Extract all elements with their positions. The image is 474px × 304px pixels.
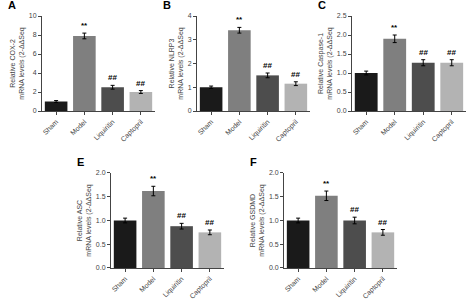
svg-text:0.5: 0.5 bbox=[269, 241, 279, 248]
svg-text:Sham: Sham bbox=[110, 275, 128, 293]
svg-text:0: 0 bbox=[33, 107, 37, 114]
svg-text:2: 2 bbox=[33, 88, 37, 95]
svg-text:##: ## bbox=[108, 73, 117, 82]
svg-text:##: ## bbox=[419, 48, 428, 57]
svg-text:1.0: 1.0 bbox=[337, 69, 347, 76]
svg-text:Captopril: Captopril bbox=[119, 118, 145, 144]
svg-text:B: B bbox=[163, 0, 171, 11]
svg-text:##: ## bbox=[350, 205, 359, 214]
svg-text:1.5: 1.5 bbox=[96, 193, 106, 200]
svg-text:Model: Model bbox=[69, 118, 88, 137]
svg-text:E: E bbox=[77, 156, 84, 168]
svg-text:0.5: 0.5 bbox=[96, 241, 106, 248]
svg-text:Liquiritin: Liquiritin bbox=[334, 275, 358, 299]
svg-text:Captopril: Captopril bbox=[430, 118, 456, 144]
svg-text:##: ## bbox=[263, 61, 272, 70]
svg-text:Relative NLRP3mRNA levels (2-Δ: Relative NLRP3mRNA levels (2-ΔΔSeq bbox=[168, 27, 185, 99]
svg-text:**: ** bbox=[391, 23, 398, 32]
svg-text:##: ## bbox=[291, 70, 300, 79]
svg-text:2.0: 2.0 bbox=[269, 169, 279, 176]
svg-text:Relative COX-2mRNA levels (2-Δ: Relative COX-2mRNA levels (2-ΔΔSeq bbox=[9, 27, 26, 99]
svg-text:2.5: 2.5 bbox=[337, 12, 347, 19]
svg-text:1.0: 1.0 bbox=[96, 217, 106, 224]
svg-text:**: ** bbox=[323, 179, 330, 188]
svg-text:1: 1 bbox=[188, 84, 192, 91]
svg-text:1.5: 1.5 bbox=[269, 193, 279, 200]
svg-text:4: 4 bbox=[33, 69, 37, 76]
svg-text:##: ## bbox=[177, 211, 186, 220]
svg-text:Sham: Sham bbox=[196, 118, 214, 136]
svg-text:Model: Model bbox=[311, 275, 330, 294]
svg-text:0.0: 0.0 bbox=[96, 264, 106, 271]
svg-text:6: 6 bbox=[33, 50, 37, 57]
svg-text:Sham: Sham bbox=[283, 275, 301, 293]
svg-text:##: ## bbox=[136, 79, 145, 88]
svg-text:3: 3 bbox=[188, 36, 192, 43]
svg-text:Sham: Sham bbox=[41, 118, 59, 136]
svg-text:1.5: 1.5 bbox=[337, 50, 347, 57]
svg-text:##: ## bbox=[378, 218, 387, 227]
svg-text:0.0: 0.0 bbox=[269, 264, 279, 271]
svg-text:F: F bbox=[250, 156, 257, 168]
svg-text:**: ** bbox=[236, 15, 243, 24]
svg-text:Sham: Sham bbox=[351, 118, 369, 136]
svg-text:##: ## bbox=[447, 48, 456, 57]
svg-text:Model: Model bbox=[224, 118, 243, 137]
svg-text:0: 0 bbox=[188, 107, 192, 114]
svg-text:10: 10 bbox=[29, 12, 37, 19]
svg-text:0.0: 0.0 bbox=[337, 107, 347, 114]
svg-text:1.0: 1.0 bbox=[269, 217, 279, 224]
svg-text:##: ## bbox=[205, 218, 214, 227]
svg-text:Relative ASCmRNA levels (2-ΔΔS: Relative ASCmRNA levels (2-ΔΔSeq bbox=[76, 184, 93, 256]
svg-text:Model: Model bbox=[138, 275, 157, 294]
svg-text:2: 2 bbox=[188, 60, 192, 67]
svg-text:C: C bbox=[318, 0, 326, 11]
svg-text:8: 8 bbox=[33, 31, 37, 38]
svg-text:Relative GSDMDmRNA levels (2-Δ: Relative GSDMDmRNA levels (2-ΔΔSeq bbox=[249, 184, 266, 256]
svg-text:**: ** bbox=[81, 21, 88, 30]
svg-text:2.0: 2.0 bbox=[337, 31, 347, 38]
svg-text:Captopril: Captopril bbox=[188, 275, 214, 301]
svg-text:**: ** bbox=[150, 174, 157, 183]
svg-text:Liquiritin: Liquiritin bbox=[92, 118, 116, 142]
svg-text:Liquiritin: Liquiritin bbox=[247, 118, 271, 142]
svg-text:0.5: 0.5 bbox=[337, 88, 347, 95]
svg-text:Liquiritin: Liquiritin bbox=[161, 275, 185, 299]
svg-text:Captopril: Captopril bbox=[361, 275, 387, 301]
svg-text:2.0: 2.0 bbox=[96, 169, 106, 176]
svg-text:A: A bbox=[8, 0, 16, 11]
svg-text:4: 4 bbox=[188, 12, 192, 19]
svg-text:Captopril: Captopril bbox=[274, 118, 300, 144]
svg-text:Relative Caspase-1mRNA levels: Relative Caspase-1mRNA levels (2-ΔΔSeq bbox=[317, 27, 334, 99]
svg-text:Model: Model bbox=[379, 118, 398, 137]
svg-text:Liquiritin: Liquiritin bbox=[403, 118, 427, 142]
